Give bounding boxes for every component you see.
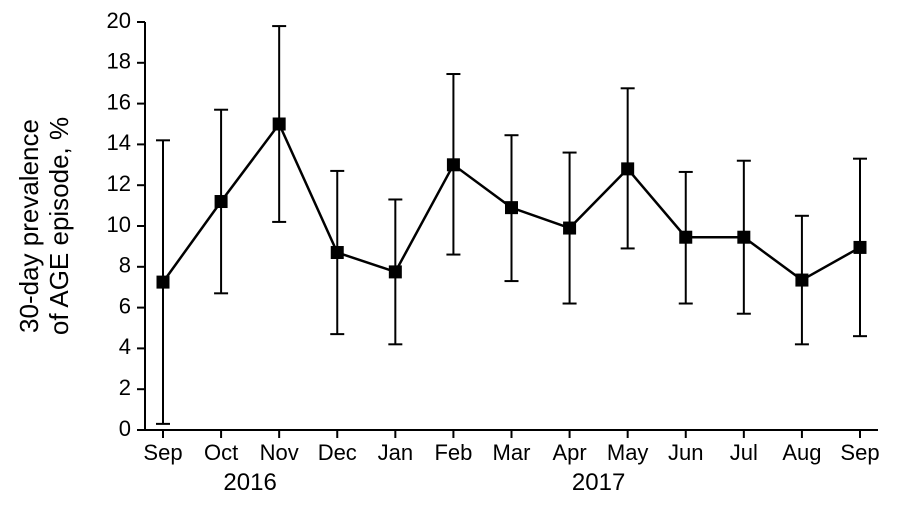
x-tick-label: Sep xyxy=(143,440,182,465)
data-marker xyxy=(157,276,169,288)
x-tick-label: Nov xyxy=(260,440,299,465)
data-marker xyxy=(331,247,343,259)
data-marker xyxy=(506,202,518,214)
data-marker xyxy=(796,274,808,286)
data-marker xyxy=(447,159,459,171)
x-tick-label: Apr xyxy=(552,440,586,465)
x-tick-label: Oct xyxy=(204,440,238,465)
data-marker xyxy=(622,163,634,175)
x-tick-label: May xyxy=(607,440,649,465)
x-tick-label: Jul xyxy=(730,440,758,465)
y-axis-title-line1: 30-day prevalence xyxy=(14,119,44,333)
x-tick-label: Dec xyxy=(318,440,357,465)
x-year-label: 2017 xyxy=(572,469,625,496)
x-tick-label: Mar xyxy=(493,440,531,465)
data-marker xyxy=(680,231,692,243)
chart-svg: 0 2 4 6 8 10 12 14 16 18 20 Sep Oct Nov Dec Jan Feb Mar Ap… xyxy=(0,0,900,527)
y-tick-label: 18 xyxy=(107,49,131,74)
y-tick-label: 8 xyxy=(119,253,131,278)
y-tick-label: 6 xyxy=(119,293,131,318)
data-marker xyxy=(273,118,285,130)
y-tick-label: 0 xyxy=(119,416,131,441)
y-tick-label: 14 xyxy=(107,130,131,155)
y-tick-label: 20 xyxy=(107,8,131,33)
y-axis-title-line2: of AGE episode, % xyxy=(44,117,74,335)
y-tick-label: 10 xyxy=(107,212,131,237)
x-year-label: 2016 xyxy=(223,469,276,496)
x-tick-label: Jan xyxy=(378,440,413,465)
y-tick-label: 4 xyxy=(119,334,131,359)
x-tick-label: Feb xyxy=(434,440,472,465)
data-marker xyxy=(564,222,576,234)
y-tick-label: 2 xyxy=(119,375,131,400)
data-marker xyxy=(854,241,866,253)
prevalence-chart: 0 2 4 6 8 10 12 14 16 18 20 Sep Oct Nov Dec Jan Feb Mar Ap… xyxy=(0,0,900,527)
x-tick-label: Aug xyxy=(782,440,821,465)
y-tick-label: 12 xyxy=(107,171,131,196)
y-tick-label: 16 xyxy=(107,89,131,114)
x-tick-label: Sep xyxy=(840,440,879,465)
data-marker xyxy=(738,231,750,243)
data-marker xyxy=(215,196,227,208)
x-tick-label: Jun xyxy=(668,440,703,465)
data-marker xyxy=(389,266,401,278)
